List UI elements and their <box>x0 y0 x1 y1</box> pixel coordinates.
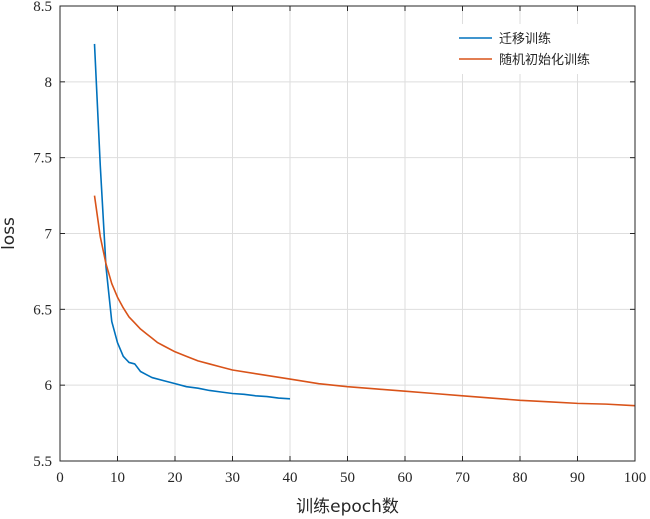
x-tick-label: 0 <box>56 470 64 486</box>
x-axis-label: 训练epoch数 <box>296 497 399 517</box>
x-tick-label: 80 <box>513 470 528 486</box>
x-tick-label: 10 <box>110 470 125 486</box>
y-tick-label: 8.5 <box>33 0 52 15</box>
y-tick-label: 7.5 <box>33 151 52 167</box>
series-lines <box>93 43 636 407</box>
legend-label-transfer: 迁移训练 <box>499 32 551 47</box>
y-tick-label: 5.5 <box>33 454 52 470</box>
y-tick-label: 7 <box>45 227 53 243</box>
tick-marks <box>59 5 636 462</box>
x-tick-label: 90 <box>570 470 585 486</box>
legend-label-random-init: 随机初始化训练 <box>499 53 590 68</box>
x-tick-label: 20 <box>168 470 183 486</box>
legend-box <box>452 24 620 74</box>
grid-lines <box>59 5 636 462</box>
y-axis-label: loss <box>0 217 19 250</box>
series-line-random-init <box>93 195 636 407</box>
x-tick-label: 50 <box>340 470 355 486</box>
y-tick-label: 8 <box>45 75 53 91</box>
y-tick-label: 6.5 <box>33 302 52 318</box>
y-tick-labels: 5.5 6 6.5 7 7.5 8 8.5 <box>33 0 52 470</box>
legend: 迁移训练 随机初始化训练 <box>452 24 620 74</box>
y-tick-label: 6 <box>45 378 53 394</box>
x-tick-label: 70 <box>455 470 470 486</box>
x-tick-labels: 0 10 20 30 40 50 60 70 80 90 100 <box>56 470 646 486</box>
x-tick-label: 100 <box>624 470 647 486</box>
series-line-transfer <box>93 43 291 400</box>
x-tick-label: 40 <box>283 470 298 486</box>
x-tick-label: 30 <box>225 470 240 486</box>
x-tick-label: 60 <box>398 470 413 486</box>
